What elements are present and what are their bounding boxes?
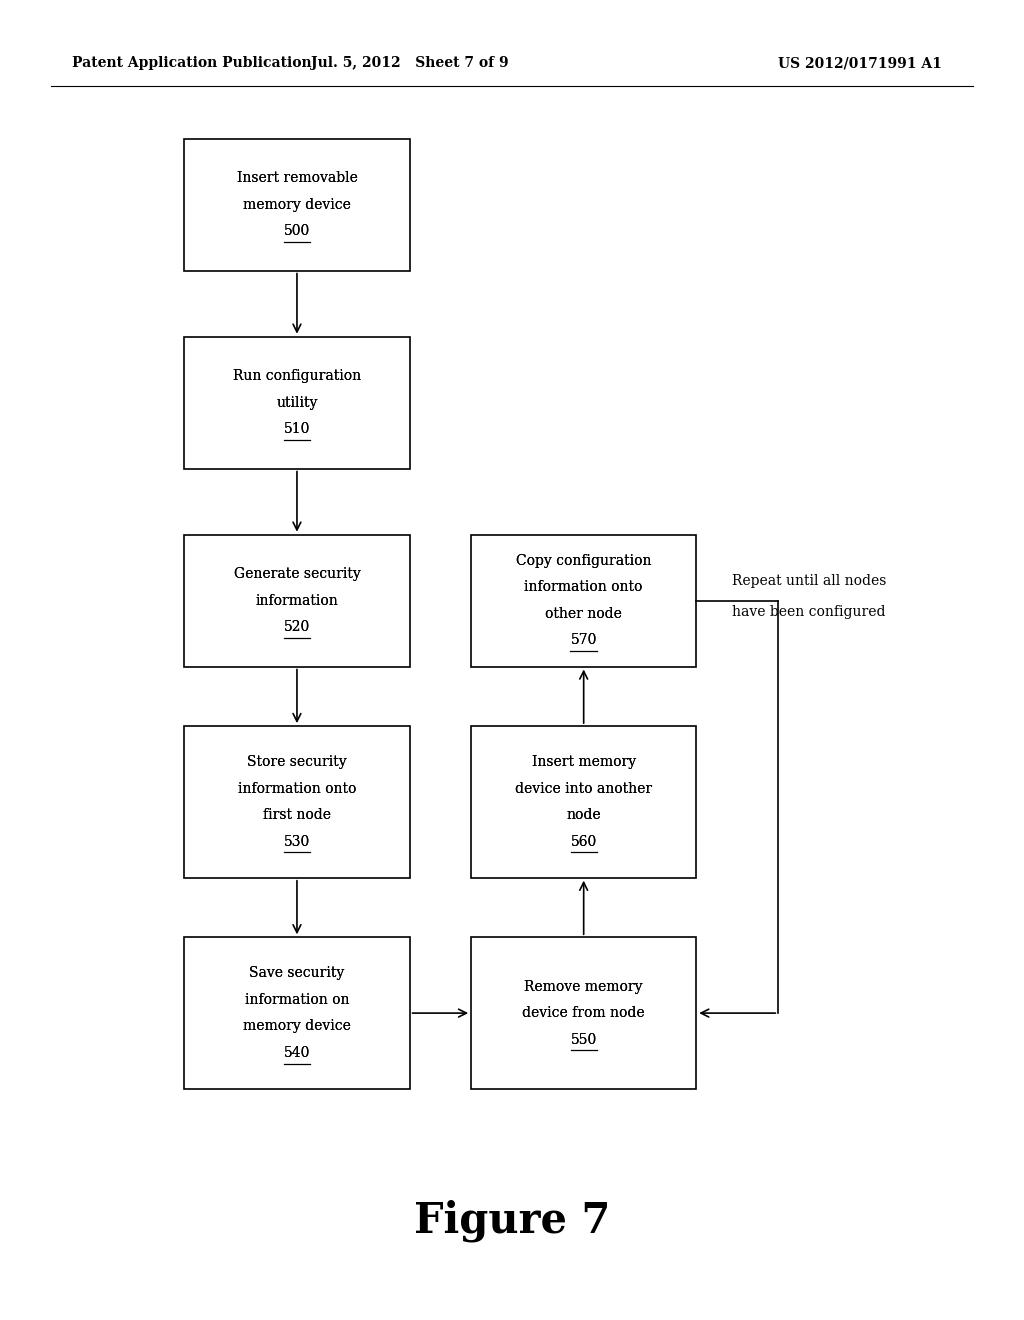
Text: device into another: device into another: [515, 781, 652, 796]
Text: Generate security: Generate security: [233, 568, 360, 581]
Text: 500: 500: [284, 224, 310, 238]
Bar: [184, 337, 410, 469]
Text: 520: 520: [284, 620, 310, 634]
Text: utility: utility: [276, 396, 317, 409]
Text: Save security: Save security: [249, 966, 345, 981]
Text: Repeat until all nodes: Repeat until all nodes: [732, 574, 887, 587]
Text: 560: 560: [570, 834, 597, 849]
Bar: [471, 726, 696, 878]
Text: Run configuration: Run configuration: [232, 370, 361, 383]
Text: information onto: information onto: [524, 581, 643, 594]
Text: 540: 540: [284, 1045, 310, 1060]
Text: Remove memory: Remove memory: [524, 979, 643, 994]
Text: Remove memory: Remove memory: [524, 979, 643, 994]
Text: information onto: information onto: [238, 781, 356, 796]
Text: memory device: memory device: [243, 1019, 351, 1034]
Bar: [184, 937, 410, 1089]
Text: Copy configuration: Copy configuration: [516, 554, 651, 568]
Text: 530: 530: [284, 834, 310, 849]
Text: Store security: Store security: [247, 755, 347, 770]
Text: device from node: device from node: [522, 1006, 645, 1020]
Text: first node: first node: [263, 808, 331, 822]
Text: node: node: [566, 808, 601, 822]
Text: information onto: information onto: [238, 781, 356, 796]
Text: information: information: [256, 594, 338, 607]
Text: 570: 570: [570, 634, 597, 647]
Text: Jul. 5, 2012   Sheet 7 of 9: Jul. 5, 2012 Sheet 7 of 9: [311, 57, 508, 70]
Text: Generate security: Generate security: [233, 568, 360, 581]
Text: 550: 550: [570, 1032, 597, 1047]
Bar: [471, 535, 696, 667]
Text: 570: 570: [570, 634, 597, 647]
Bar: [471, 937, 696, 1089]
Text: first node: first node: [263, 808, 331, 822]
Text: utility: utility: [276, 396, 317, 409]
Text: other node: other node: [545, 607, 623, 620]
Text: Store security: Store security: [247, 755, 347, 770]
Text: node: node: [566, 808, 601, 822]
Text: 550: 550: [570, 1032, 597, 1047]
Text: memory device: memory device: [243, 198, 351, 211]
Text: information on: information on: [245, 993, 349, 1007]
Text: 500: 500: [284, 224, 310, 238]
Text: memory device: memory device: [243, 198, 351, 211]
Bar: [184, 139, 410, 271]
Text: 520: 520: [284, 620, 310, 634]
Text: other node: other node: [545, 607, 623, 620]
Text: 510: 510: [284, 422, 310, 436]
Text: information on: information on: [245, 993, 349, 1007]
Text: 540: 540: [284, 1045, 310, 1060]
Text: information: information: [256, 594, 338, 607]
Text: 510: 510: [284, 422, 310, 436]
Text: Run configuration: Run configuration: [232, 370, 361, 383]
Bar: [184, 535, 410, 667]
Text: Figure 7: Figure 7: [414, 1200, 610, 1242]
Text: Insert memory: Insert memory: [531, 755, 636, 770]
Text: 560: 560: [570, 834, 597, 849]
Text: Insert memory: Insert memory: [531, 755, 636, 770]
Bar: [184, 726, 410, 878]
Text: Patent Application Publication: Patent Application Publication: [72, 57, 311, 70]
Text: memory device: memory device: [243, 1019, 351, 1034]
Text: US 2012/0171991 A1: US 2012/0171991 A1: [778, 57, 942, 70]
Text: device from node: device from node: [522, 1006, 645, 1020]
Text: Insert removable: Insert removable: [237, 172, 357, 185]
Text: Copy configuration: Copy configuration: [516, 554, 651, 568]
Text: device into another: device into another: [515, 781, 652, 796]
Text: 530: 530: [284, 834, 310, 849]
Text: information onto: information onto: [524, 581, 643, 594]
Text: Insert removable: Insert removable: [237, 172, 357, 185]
Text: Save security: Save security: [249, 966, 345, 981]
Text: have been configured: have been configured: [732, 606, 886, 619]
